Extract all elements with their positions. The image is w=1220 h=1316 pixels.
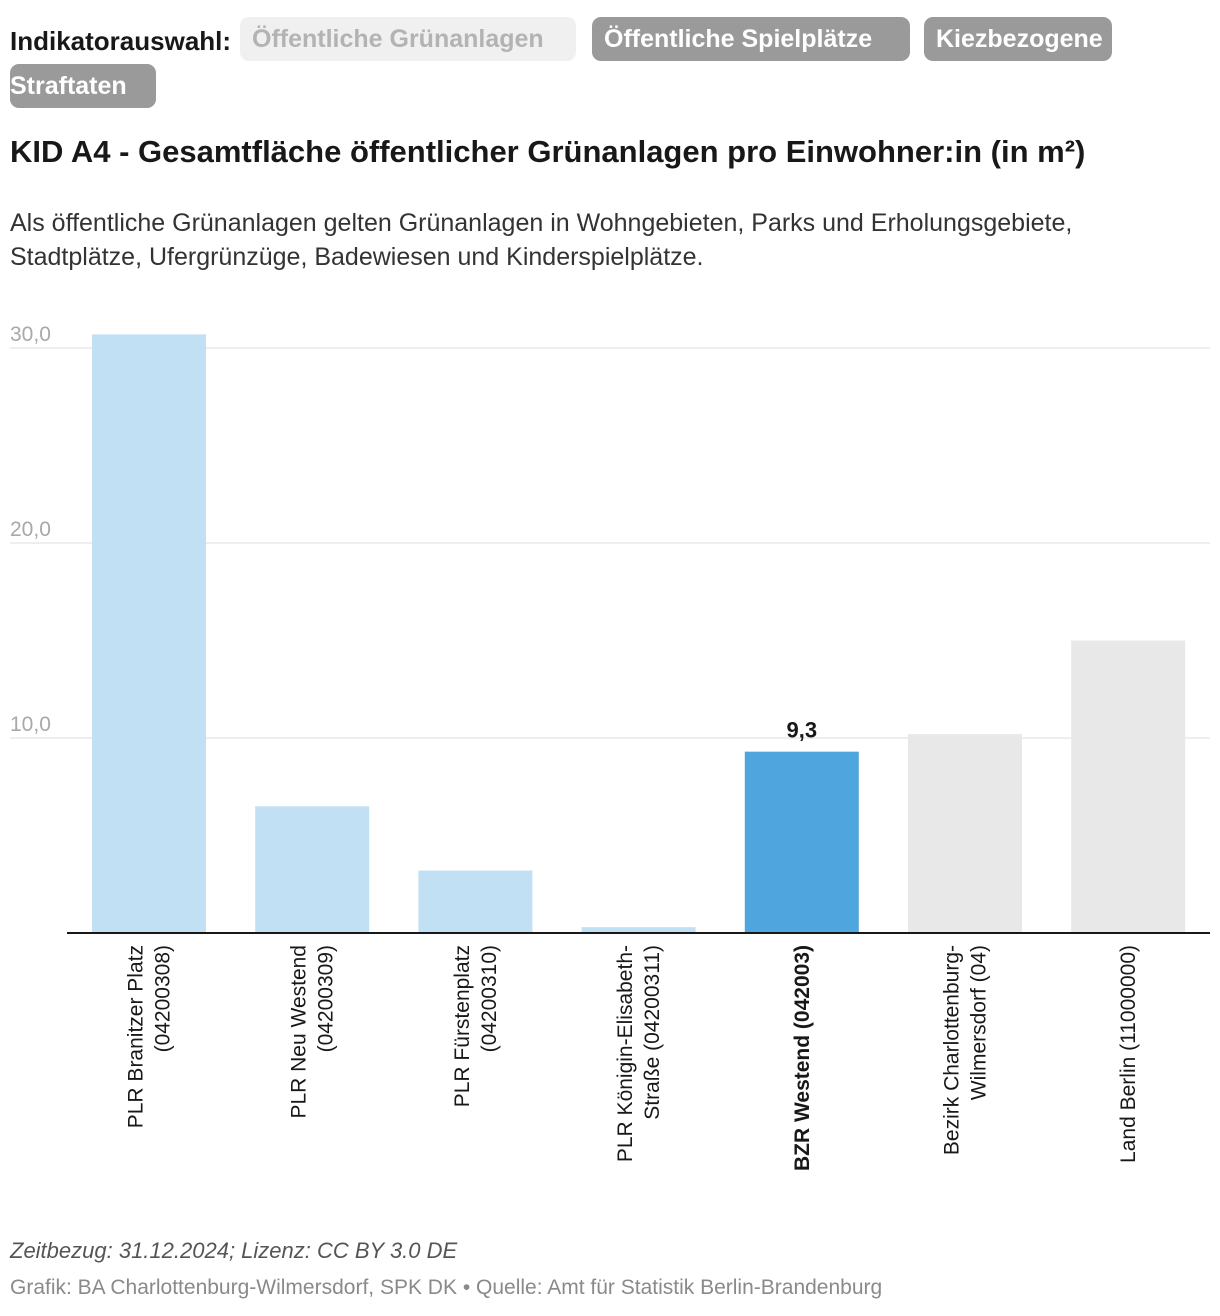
bar xyxy=(255,806,370,933)
x-tick-label-line: (04200310) xyxy=(478,945,501,1052)
x-tick-label-line: PLR Branitzer Platz xyxy=(125,945,148,1128)
bar xyxy=(418,870,533,933)
x-tick-label-line: Bezirk Charlottenburg- xyxy=(941,945,964,1155)
y-tick-label: 30,0 xyxy=(10,323,51,346)
bar xyxy=(744,751,859,933)
footer-note: Zeitbezug: 31.12.2024; Lizenz: CC BY 3.0… xyxy=(10,1238,458,1263)
bar xyxy=(581,927,696,933)
x-tick-label-line: (04200308) xyxy=(152,945,175,1052)
x-tick-label: PLR Branitzer Platz (04200308) xyxy=(125,945,175,1128)
y-tick-label: 10,0 xyxy=(10,713,51,736)
x-tick-label: PLR Königin-Elisabeth- Straße (04200311) xyxy=(614,945,664,1162)
chip-straftaten[interactable]: Straftaten xyxy=(10,64,156,108)
x-tick-label-line: BZR Westend (042003) xyxy=(791,945,814,1171)
x-tick-label-line: PLR Fürstenplatz xyxy=(451,945,474,1107)
x-tick-label: PLR Fürstenplatz (04200310) xyxy=(451,945,501,1107)
bar xyxy=(92,334,206,934)
indicator-selector: Indikatorauswahl: Öffentliche Grünanlage… xyxy=(10,10,1112,110)
footer-source: Grafik: BA Charlottenburg-Wilmersdorf, S… xyxy=(10,1276,883,1299)
x-tick-label-line: Land Berlin (11000000) xyxy=(1117,945,1140,1163)
x-tick-label-line: (04200309) xyxy=(315,945,338,1052)
indicator-selector-label: Indikatorauswahl: xyxy=(10,26,232,56)
x-tick-label: PLR Neu Westend (04200309) xyxy=(288,945,338,1119)
chart-description: Als öffentliche Grünanlagen gelten Grüna… xyxy=(10,209,1073,271)
chip-kiezbezogene[interactable]: Kiezbezogene xyxy=(924,17,1112,61)
chart-title: KID A4 - Gesamtfläche öffentlicher Grüna… xyxy=(10,134,1086,169)
x-tick-label: BZR Westend (042003) xyxy=(791,945,814,1171)
chip-oeffentliche-spielplaetze[interactable]: Öffentliche Spielplätze xyxy=(592,17,910,61)
bar xyxy=(1071,640,1186,933)
x-tick-label-line: Wilmersdorf (04) xyxy=(968,945,991,1100)
chip-oeffentliche-gruenanlagen[interactable]: Öffentliche Grünanlagen xyxy=(240,17,576,61)
bar xyxy=(908,734,1022,933)
y-tick-label: 20,0 xyxy=(10,518,51,541)
data-label: 9,3 xyxy=(787,718,818,743)
x-tick-label-line: Straße (04200311) xyxy=(641,945,664,1120)
x-tick-label-line: PLR Königin-Elisabeth- xyxy=(614,945,637,1162)
x-tick-label: Bezirk Charlottenburg- Wilmersdorf (04) xyxy=(941,945,991,1155)
x-tick-label: Land Berlin (11000000) xyxy=(1117,945,1140,1163)
x-tick-label-line: PLR Neu Westend xyxy=(288,945,311,1119)
